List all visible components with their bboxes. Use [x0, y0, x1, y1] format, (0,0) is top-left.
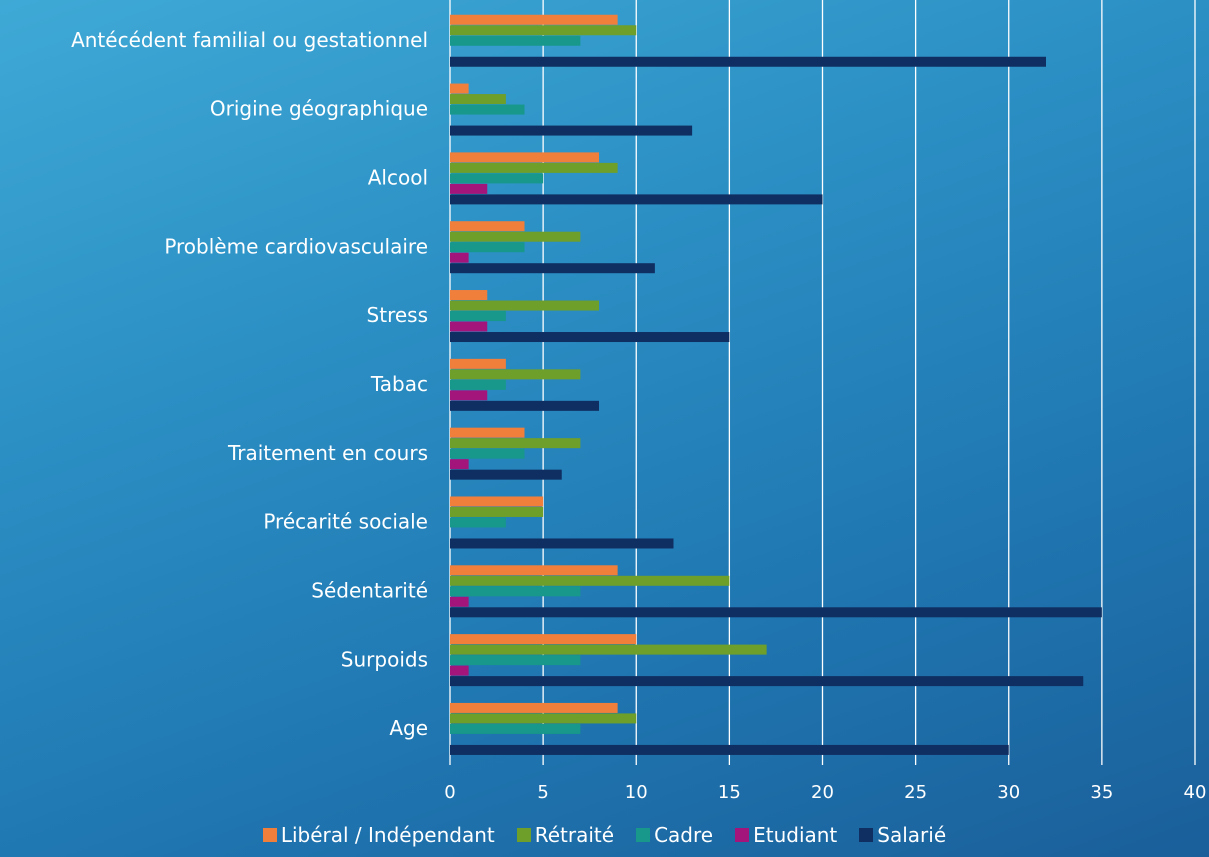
bar — [450, 321, 488, 332]
bar — [450, 517, 506, 528]
legend-item: Salarié — [859, 823, 946, 847]
bar — [450, 83, 469, 94]
x-tick-label: 10 — [625, 782, 648, 803]
bar — [450, 231, 581, 242]
category-label: Age — [389, 716, 428, 740]
bar — [450, 162, 618, 173]
category-label: Sédentarité — [311, 578, 428, 602]
bar — [450, 25, 637, 36]
bar — [450, 676, 1084, 687]
legend-item: Cadre — [636, 823, 713, 847]
legend-label: Etudiant — [753, 823, 838, 847]
bar — [450, 496, 544, 507]
x-tick-label: 25 — [904, 782, 927, 803]
legend-label: Salarié — [877, 823, 947, 847]
bar — [450, 438, 581, 449]
category-label: Origine géographique — [210, 97, 428, 121]
bar — [450, 469, 562, 480]
bar — [450, 702, 618, 713]
legend-swatch — [636, 828, 651, 842]
legend-label: Cadre — [654, 823, 714, 847]
bar — [450, 400, 599, 411]
legend-swatch — [516, 828, 531, 842]
bar — [450, 634, 637, 645]
category-label: Tabac — [370, 372, 428, 396]
x-tick-label: 30 — [997, 782, 1020, 803]
bar — [450, 596, 469, 607]
legend-swatch — [859, 828, 874, 842]
legend-label: Libéral / Indépendant — [280, 823, 495, 847]
bar — [450, 379, 506, 390]
bar — [450, 586, 581, 597]
category-label: Antécédent familial ou gestationnel — [71, 28, 428, 52]
bar — [450, 94, 506, 105]
category-label: Problème cardiovasculaire — [164, 234, 428, 258]
x-tick-label: 5 — [537, 782, 548, 803]
bar — [450, 538, 674, 549]
bar — [450, 152, 599, 163]
bar — [450, 607, 1102, 618]
bar — [450, 290, 488, 301]
bar — [450, 665, 469, 676]
bar — [450, 565, 618, 576]
category-label: Traitement en cours — [227, 441, 428, 465]
bar — [450, 459, 469, 470]
x-tick-label: 15 — [718, 782, 741, 803]
bar — [450, 427, 525, 438]
bar — [450, 644, 767, 655]
bar — [450, 14, 618, 25]
bar — [450, 263, 655, 274]
legend-item: Rétraité — [516, 823, 615, 847]
category-label: Précarité sociale — [263, 510, 428, 534]
bar — [450, 35, 581, 46]
bar — [450, 311, 506, 322]
legend-label: Rétraité — [534, 823, 615, 847]
legend-swatch — [262, 828, 277, 842]
legend-item: Etudiant — [735, 823, 837, 847]
x-tick-label: 35 — [1090, 782, 1113, 803]
bar — [450, 221, 525, 232]
bar — [450, 242, 525, 253]
x-tick-label: 20 — [811, 782, 834, 803]
legend-swatch — [735, 828, 750, 842]
bar — [450, 332, 730, 343]
bar — [450, 575, 730, 586]
bar — [450, 173, 544, 184]
bar — [450, 56, 1046, 67]
bar — [450, 448, 525, 459]
bar — [450, 369, 581, 380]
legend-item: Libéral / Indépendant — [262, 823, 495, 847]
bar — [450, 252, 469, 263]
x-tick-label: 0 — [444, 782, 455, 803]
bar — [450, 125, 693, 136]
bar — [450, 655, 581, 666]
bar — [450, 506, 544, 517]
category-label: Stress — [367, 303, 428, 327]
bar — [450, 104, 525, 115]
bar — [450, 390, 488, 401]
bar — [450, 723, 581, 734]
bar — [450, 183, 488, 194]
bar — [450, 358, 506, 369]
bar — [450, 744, 1009, 755]
bar — [450, 300, 599, 311]
bar — [450, 194, 823, 205]
category-label: Alcool — [368, 166, 428, 190]
category-label: Surpoids — [341, 647, 428, 671]
bar — [450, 713, 637, 724]
chart-legend: Libéral / Indépendant Rétraité Cadre Etudia… — [0, 820, 1209, 850]
x-tick-label: 40 — [1184, 782, 1207, 803]
